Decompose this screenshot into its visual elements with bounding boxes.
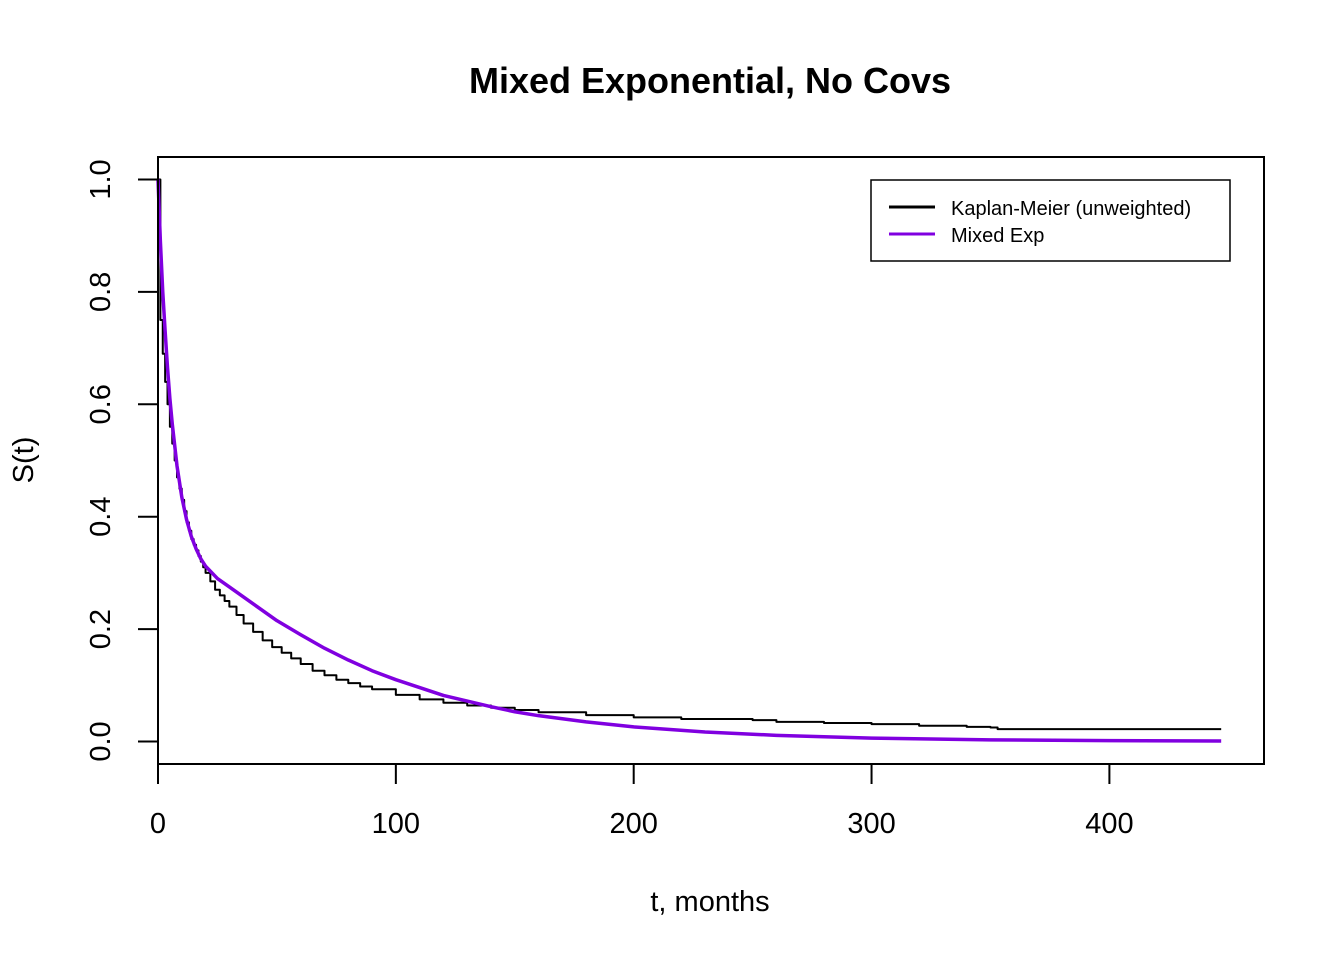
chart-title: Mixed Exponential, No Covs <box>469 60 951 101</box>
x-tick-label: 200 <box>610 808 658 840</box>
legend-box <box>870 179 1231 262</box>
y-axis-label: S(t) <box>8 437 40 484</box>
legend-label-mixed-exp: Mixed Exp <box>951 225 1044 247</box>
legend: Kaplan-Meier (unweighted) Mixed Exp <box>870 179 1231 262</box>
y-tick-label: 0.6 <box>85 384 117 424</box>
x-tick-label: 100 <box>372 808 420 840</box>
y-tick-label: 0.4 <box>85 497 117 537</box>
x-tick-label: 300 <box>847 808 895 840</box>
series-line-1 <box>156 179 1222 743</box>
y-tick-label: 0.0 <box>85 721 117 761</box>
y-axis: 0.0 0.2 0.4 0.6 0.8 1.0 <box>85 159 159 762</box>
x-tick-label: 0 <box>150 808 166 840</box>
x-axis: 0 100 200 300 400 <box>150 763 1134 840</box>
y-tick-label: 0.2 <box>85 609 117 649</box>
x-tick-label: 400 <box>1085 808 1133 840</box>
y-tick-label: 0.8 <box>85 272 117 312</box>
y-tick-label: 1.0 <box>85 159 117 199</box>
series-line-0 <box>158 178 1222 731</box>
legend-label-km: Kaplan-Meier (unweighted) <box>951 198 1191 220</box>
x-axis-label: t, months <box>650 886 769 918</box>
plot-lines <box>156 178 1222 743</box>
